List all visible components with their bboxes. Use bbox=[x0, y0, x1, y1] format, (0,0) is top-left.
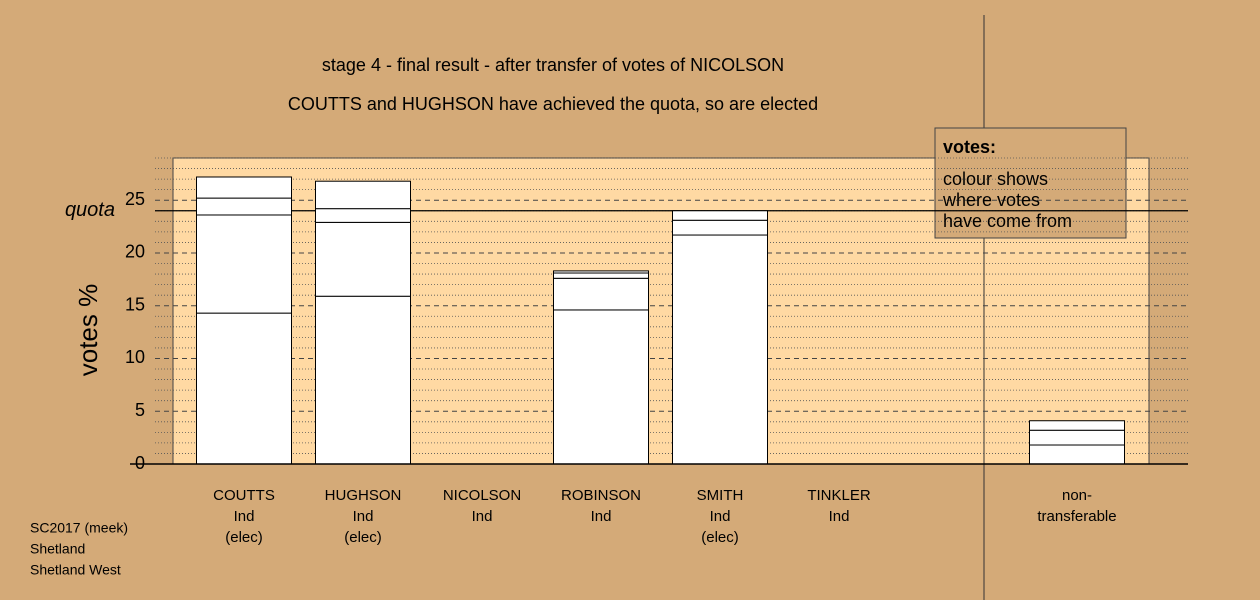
y-tick-label: 25 bbox=[125, 189, 145, 209]
quota-label: quota bbox=[65, 199, 115, 221]
chart-title: stage 4 - final result - after transfer … bbox=[322, 55, 784, 75]
x-tick-label: (elec) bbox=[225, 529, 263, 546]
x-tick-label: Ind bbox=[472, 508, 493, 525]
x-tick-label: (elec) bbox=[701, 529, 739, 546]
x-tick-label: Ind bbox=[234, 508, 255, 525]
legend-text: where votes bbox=[942, 190, 1040, 210]
y-tick-label: 10 bbox=[125, 347, 145, 367]
bar-segment bbox=[196, 197, 292, 216]
bar-segment bbox=[1029, 429, 1125, 446]
chart-subtitle: COUTTS and HUGHSON have achieved the quo… bbox=[288, 94, 818, 114]
note: SC2017 (meek) bbox=[30, 520, 128, 536]
y-axis-label: votes % bbox=[73, 284, 103, 377]
x-tick-label: non- bbox=[1062, 487, 1092, 504]
bar-segment bbox=[553, 277, 649, 311]
x-tick-label: transferable bbox=[1037, 508, 1116, 525]
x-tick-label: Ind bbox=[829, 508, 850, 525]
bar-segment bbox=[196, 214, 292, 314]
legend-text: colour shows bbox=[943, 169, 1048, 189]
note: Shetland West bbox=[30, 562, 121, 578]
bar-segment bbox=[196, 176, 292, 199]
x-tick-label: (elec) bbox=[344, 529, 382, 546]
y-tick-label: 0 bbox=[135, 453, 145, 473]
bar-segment bbox=[315, 180, 411, 210]
x-tick-label: TINKLER bbox=[807, 487, 871, 504]
x-tick-label: COUTTS bbox=[213, 487, 275, 504]
x-tick-label: HUGHSON bbox=[325, 487, 402, 504]
bar-segment bbox=[1029, 444, 1125, 465]
bar-segment bbox=[315, 221, 411, 297]
x-tick-label: Ind bbox=[710, 508, 731, 525]
bar-segment bbox=[553, 270, 649, 274]
legend-text: have come from bbox=[943, 211, 1072, 231]
x-tick-label: Ind bbox=[353, 508, 374, 525]
bar-segment bbox=[553, 309, 649, 465]
legend: votes: bbox=[934, 127, 1127, 239]
bar-segment bbox=[315, 295, 411, 465]
legend-box bbox=[934, 127, 1127, 239]
x-tick-label: NICOLSON bbox=[443, 487, 521, 504]
y-tick-label: 20 bbox=[125, 242, 145, 262]
bar-segment bbox=[672, 210, 768, 221]
y-tick-label: 15 bbox=[125, 294, 145, 314]
bar-segment bbox=[196, 312, 292, 465]
bar-segment bbox=[1029, 420, 1125, 431]
bar-segment bbox=[315, 208, 411, 223]
x-tick-label: SMITH bbox=[697, 487, 744, 504]
y-tick-label: 5 bbox=[135, 400, 145, 420]
x-tick-label: ROBINSON bbox=[561, 487, 641, 504]
x-tick-label: Ind bbox=[591, 508, 612, 525]
bar-segment bbox=[553, 272, 649, 279]
note: Shetland bbox=[30, 541, 85, 557]
bar-segment bbox=[672, 219, 768, 236]
bar-segment bbox=[672, 234, 768, 465]
legend-title: votes: bbox=[943, 137, 996, 157]
